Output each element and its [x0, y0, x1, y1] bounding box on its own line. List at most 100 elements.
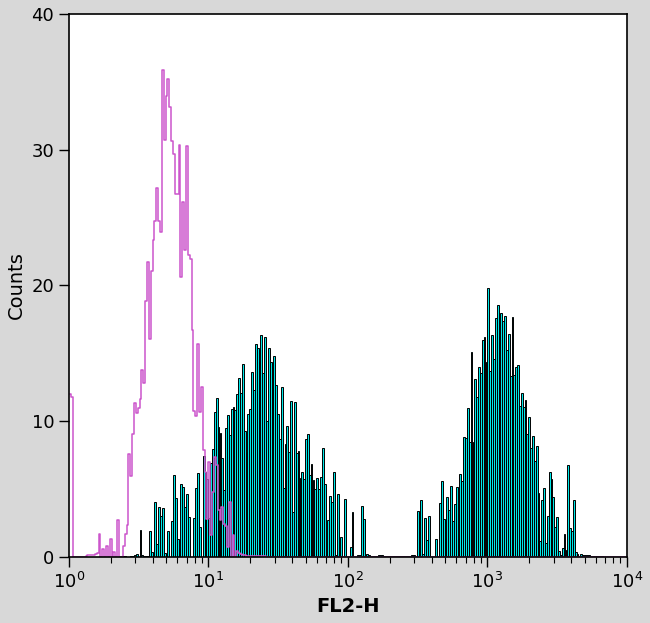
Bar	[439, 503, 441, 557]
Bar	[264, 336, 266, 557]
Bar	[261, 335, 262, 557]
Bar	[203, 456, 205, 557]
Bar	[270, 362, 272, 557]
Bar	[514, 374, 515, 557]
Bar	[445, 538, 447, 557]
Bar	[175, 498, 177, 557]
Bar	[595, 556, 597, 557]
Bar	[447, 497, 448, 557]
Bar	[450, 487, 452, 557]
Bar	[168, 531, 169, 557]
Bar	[422, 554, 424, 557]
Bar	[240, 392, 242, 557]
Bar	[592, 556, 593, 557]
Bar	[497, 305, 499, 557]
Bar	[151, 553, 153, 557]
Bar	[389, 556, 391, 557]
Bar	[441, 481, 443, 557]
Bar	[250, 409, 251, 557]
Bar	[593, 556, 595, 557]
Bar	[504, 316, 506, 557]
Bar	[547, 516, 549, 557]
Bar	[194, 518, 195, 557]
Bar	[212, 449, 214, 557]
Bar	[489, 371, 491, 557]
Bar	[421, 500, 422, 557]
Bar	[426, 540, 428, 557]
Bar	[331, 502, 333, 557]
Bar	[560, 556, 562, 557]
Bar	[328, 520, 330, 557]
Bar	[471, 352, 473, 557]
Bar	[545, 543, 547, 557]
Bar	[196, 488, 197, 557]
Bar	[251, 372, 253, 557]
Bar	[233, 407, 235, 557]
Bar	[400, 556, 402, 557]
Bar	[257, 348, 259, 557]
Bar	[222, 458, 223, 557]
Bar	[586, 555, 588, 557]
Bar	[229, 435, 231, 557]
Bar	[567, 465, 569, 557]
Bar	[337, 493, 339, 557]
Bar	[210, 463, 212, 557]
Bar	[369, 555, 370, 557]
Bar	[541, 500, 543, 557]
Bar	[268, 348, 270, 557]
Bar	[287, 426, 289, 557]
Bar	[121, 556, 123, 557]
Bar	[350, 546, 352, 557]
X-axis label: FL2-H: FL2-H	[316, 597, 380, 616]
Bar	[302, 472, 303, 557]
Bar	[452, 521, 454, 557]
Bar	[143, 556, 145, 557]
Bar	[147, 556, 149, 557]
Bar	[246, 452, 248, 557]
Bar	[543, 488, 545, 557]
Bar	[521, 393, 523, 557]
Bar	[333, 472, 335, 557]
Bar	[454, 505, 456, 557]
Bar	[465, 438, 467, 557]
Bar	[255, 344, 257, 557]
Bar	[488, 288, 489, 557]
Bar	[313, 480, 315, 557]
Bar	[145, 556, 147, 557]
Bar	[549, 472, 551, 557]
Bar	[382, 556, 383, 557]
Bar	[188, 517, 190, 557]
Bar	[324, 483, 326, 557]
Bar	[575, 552, 577, 557]
Bar	[149, 531, 151, 557]
Bar	[372, 556, 374, 557]
Bar	[160, 516, 162, 557]
Bar	[294, 402, 296, 557]
Bar	[177, 539, 179, 557]
Bar	[359, 555, 361, 557]
Bar	[330, 497, 331, 557]
Bar	[182, 487, 184, 557]
Bar	[186, 494, 188, 557]
Bar	[577, 554, 578, 557]
Bar	[197, 473, 199, 557]
Bar	[402, 556, 404, 557]
Bar	[480, 373, 482, 557]
Bar	[279, 439, 281, 557]
Bar	[320, 477, 322, 557]
Bar	[406, 556, 408, 557]
Bar	[573, 500, 575, 557]
Bar	[311, 464, 313, 557]
Bar	[512, 317, 514, 557]
Bar	[276, 386, 277, 557]
Bar	[462, 480, 463, 557]
Bar	[506, 350, 508, 557]
Bar	[281, 388, 283, 557]
Bar	[352, 511, 354, 557]
Bar	[391, 556, 393, 557]
Bar	[380, 555, 382, 557]
Bar	[158, 507, 160, 557]
Bar	[322, 448, 324, 557]
Bar	[404, 556, 406, 557]
Bar	[272, 389, 274, 557]
